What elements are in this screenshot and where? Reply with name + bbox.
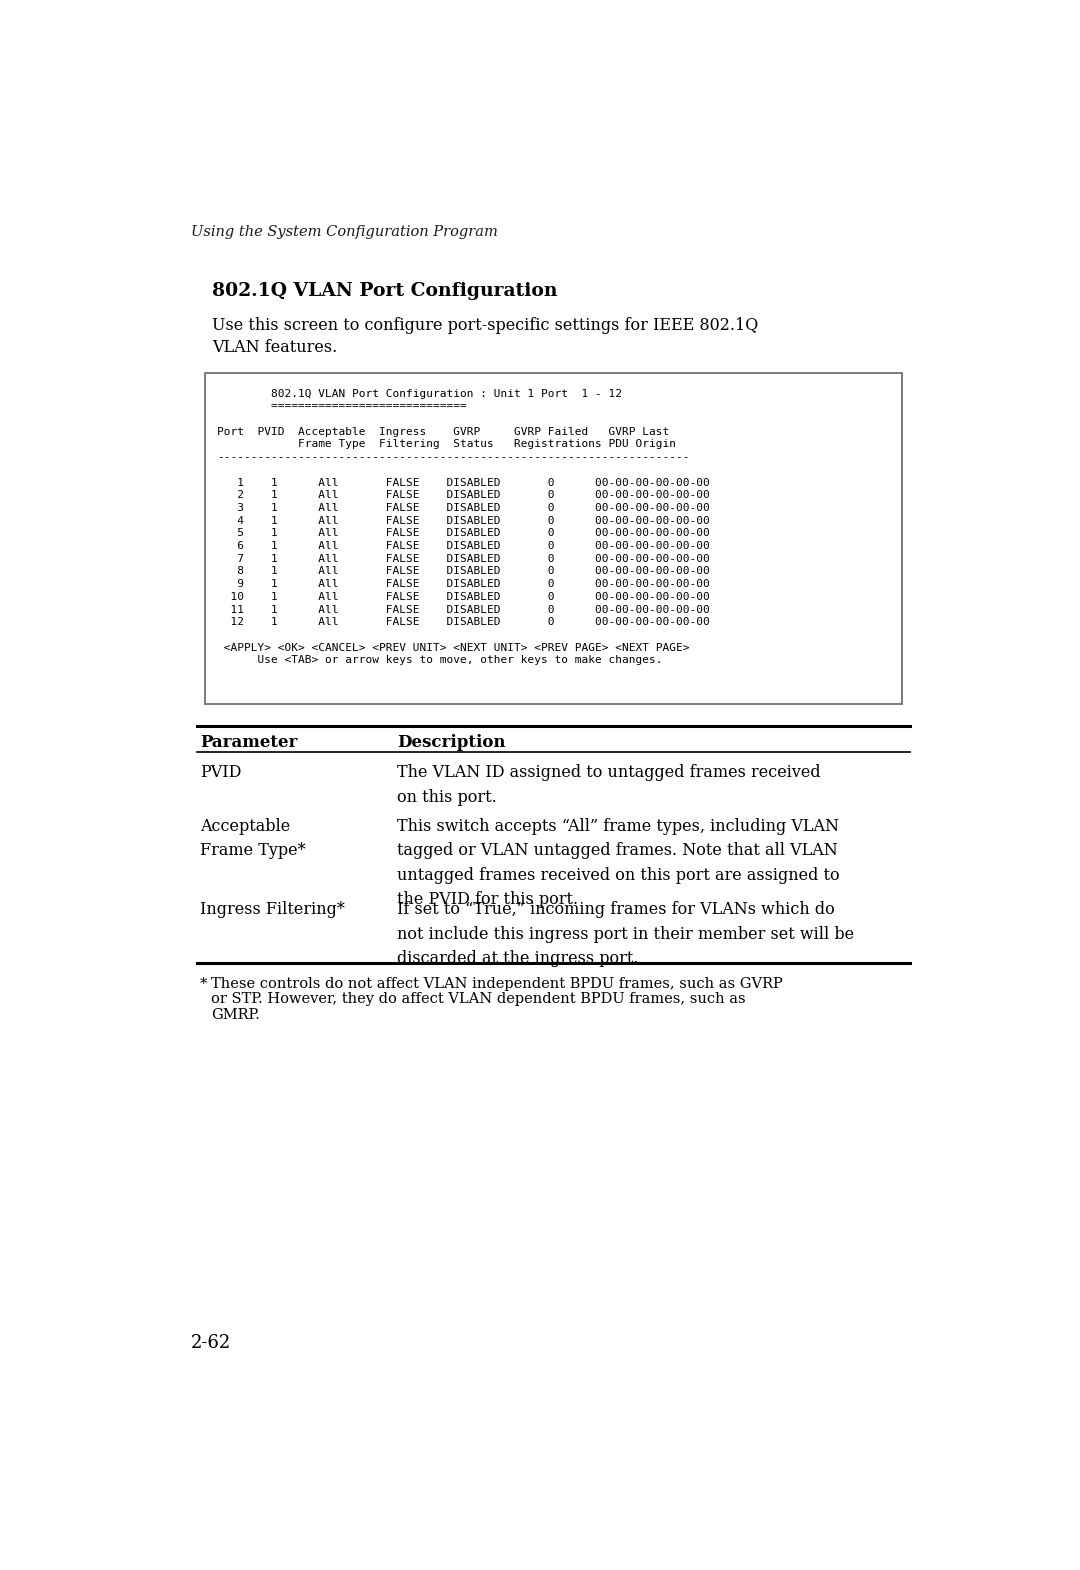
Text: *: * (200, 977, 207, 991)
Text: =============================: ============================= (217, 402, 467, 411)
Text: 10    1      All       FALSE    DISABLED       0      00-00-00-00-00-00: 10 1 All FALSE DISABLED 0 00-00-00-00-00… (217, 592, 710, 601)
Text: Use <TAB> or arrow keys to move, other keys to make changes.: Use <TAB> or arrow keys to move, other k… (217, 655, 663, 666)
Text: If set to “True,” incoming frames for VLANs which do
not include this ingress po: If set to “True,” incoming frames for VL… (397, 901, 854, 967)
Text: Frame Type  Filtering  Status   Registrations PDU Origin: Frame Type Filtering Status Registration… (217, 440, 676, 449)
Text: 9    1      All       FALSE    DISABLED       0      00-00-00-00-00-00: 9 1 All FALSE DISABLED 0 00-00-00-00-00-… (217, 579, 710, 589)
Text: These controls do not affect VLAN independent BPDU frames, such as GVRP: These controls do not affect VLAN indepe… (211, 977, 783, 991)
Text: 2-62: 2-62 (191, 1334, 231, 1352)
FancyBboxPatch shape (205, 374, 902, 705)
Text: Port  PVID  Acceptable  Ingress    GVRP     GVRP Failed   GVRP Last: Port PVID Acceptable Ingress GVRP GVRP F… (217, 427, 670, 436)
Text: 1    1      All       FALSE    DISABLED       0      00-00-00-00-00-00: 1 1 All FALSE DISABLED 0 00-00-00-00-00-… (217, 477, 710, 488)
Text: 11    1      All       FALSE    DISABLED       0      00-00-00-00-00-00: 11 1 All FALSE DISABLED 0 00-00-00-00-00… (217, 604, 710, 614)
Text: VLAN features.: VLAN features. (213, 339, 338, 355)
Text: GMRP.: GMRP. (211, 1008, 260, 1022)
Text: The VLAN ID assigned to untagged frames received
on this port.: The VLAN ID assigned to untagged frames … (397, 765, 821, 805)
Text: This switch accepts “All” frame types, including VLAN
tagged or VLAN untagged fr: This switch accepts “All” frame types, i… (397, 818, 839, 907)
Text: Use this screen to configure port-specific settings for IEEE 802.1Q: Use this screen to configure port-specif… (213, 317, 759, 334)
Text: Acceptable
Frame Type*: Acceptable Frame Type* (200, 818, 306, 859)
Text: Parameter: Parameter (200, 733, 297, 750)
Text: 12    1      All       FALSE    DISABLED       0      00-00-00-00-00-00: 12 1 All FALSE DISABLED 0 00-00-00-00-00… (217, 617, 710, 628)
Text: 3    1      All       FALSE    DISABLED       0      00-00-00-00-00-00: 3 1 All FALSE DISABLED 0 00-00-00-00-00-… (217, 502, 710, 513)
Text: ----------------------------------------------------------------------: ----------------------------------------… (217, 452, 690, 462)
Text: 5    1      All       FALSE    DISABLED       0      00-00-00-00-00-00: 5 1 All FALSE DISABLED 0 00-00-00-00-00-… (217, 529, 710, 539)
Text: or STP. However, they do affect VLAN dependent BPDU frames, such as: or STP. However, they do affect VLAN dep… (211, 992, 745, 1006)
Text: 2    1      All       FALSE    DISABLED       0      00-00-00-00-00-00: 2 1 All FALSE DISABLED 0 00-00-00-00-00-… (217, 490, 710, 501)
Text: Description: Description (397, 733, 505, 750)
Text: 802.1Q VLAN Port Configuration: 802.1Q VLAN Port Configuration (213, 283, 558, 300)
Text: 6    1      All       FALSE    DISABLED       0      00-00-00-00-00-00: 6 1 All FALSE DISABLED 0 00-00-00-00-00-… (217, 542, 710, 551)
Text: Using the System Configuration Program: Using the System Configuration Program (191, 226, 498, 239)
Text: 802.1Q VLAN Port Configuration : Unit 1 Port  1 - 12: 802.1Q VLAN Port Configuration : Unit 1 … (217, 389, 622, 399)
Text: Ingress Filtering*: Ingress Filtering* (200, 901, 345, 918)
Text: <APPLY> <OK> <CANCEL> <PREV UNIT> <NEXT UNIT> <PREV PAGE> <NEXT PAGE>: <APPLY> <OK> <CANCEL> <PREV UNIT> <NEXT … (217, 642, 690, 653)
Text: PVID: PVID (200, 765, 242, 782)
Text: 4    1      All       FALSE    DISABLED       0      00-00-00-00-00-00: 4 1 All FALSE DISABLED 0 00-00-00-00-00-… (217, 515, 710, 526)
Text: 8    1      All       FALSE    DISABLED       0      00-00-00-00-00-00: 8 1 All FALSE DISABLED 0 00-00-00-00-00-… (217, 567, 710, 576)
Text: 7    1      All       FALSE    DISABLED       0      00-00-00-00-00-00: 7 1 All FALSE DISABLED 0 00-00-00-00-00-… (217, 554, 710, 564)
